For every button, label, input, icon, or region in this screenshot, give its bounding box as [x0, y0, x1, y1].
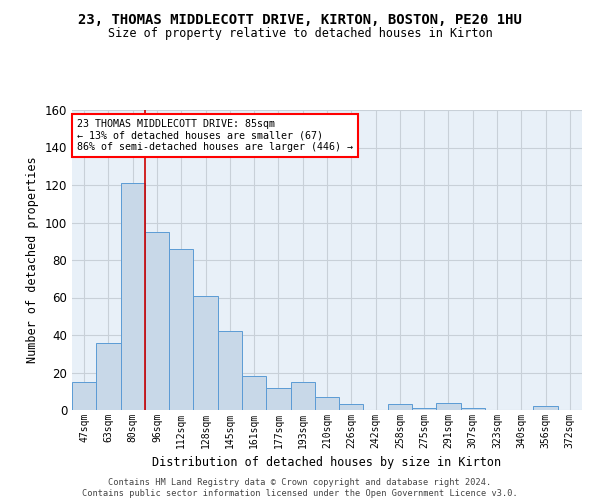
Bar	[121, 183, 145, 410]
Bar	[533, 406, 558, 410]
Bar	[461, 408, 485, 410]
Bar	[339, 404, 364, 410]
Bar	[145, 232, 169, 410]
Bar	[242, 376, 266, 410]
Text: 23, THOMAS MIDDLECOTT DRIVE, KIRTON, BOSTON, PE20 1HU: 23, THOMAS MIDDLECOTT DRIVE, KIRTON, BOS…	[78, 12, 522, 26]
Text: Size of property relative to detached houses in Kirton: Size of property relative to detached ho…	[107, 28, 493, 40]
Bar	[436, 402, 461, 410]
Text: Contains HM Land Registry data © Crown copyright and database right 2024.
Contai: Contains HM Land Registry data © Crown c…	[82, 478, 518, 498]
Bar	[96, 342, 121, 410]
Bar	[193, 296, 218, 410]
X-axis label: Distribution of detached houses by size in Kirton: Distribution of detached houses by size …	[152, 456, 502, 469]
Bar	[388, 404, 412, 410]
Y-axis label: Number of detached properties: Number of detached properties	[26, 156, 39, 364]
Bar	[266, 388, 290, 410]
Text: 23 THOMAS MIDDLECOTT DRIVE: 85sqm
← 13% of detached houses are smaller (67)
86% : 23 THOMAS MIDDLECOTT DRIVE: 85sqm ← 13% …	[77, 119, 353, 152]
Bar	[412, 408, 436, 410]
Bar	[218, 331, 242, 410]
Bar	[315, 397, 339, 410]
Bar	[169, 248, 193, 410]
Bar	[72, 382, 96, 410]
Bar	[290, 382, 315, 410]
